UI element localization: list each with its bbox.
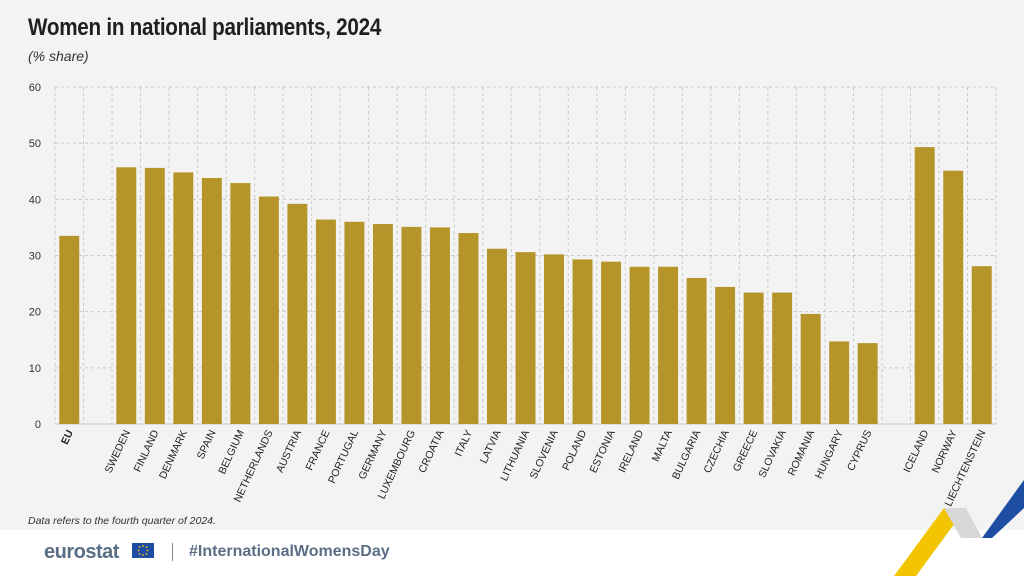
bar-netherlands [258,196,279,424]
x-tick-label: LATVIA [478,428,504,465]
x-tick-label: ESTONIA [587,428,617,475]
bar-ireland [629,266,650,424]
y-tick-label: 0 [35,419,41,431]
x-tick-label: DENMARK [157,428,190,481]
x-tick-label: SLOVENIA [528,428,561,481]
eu-flag-icon [132,543,154,558]
y-tick-label: 30 [29,251,41,263]
x-tick-label: FRANCE [303,428,332,472]
bar-romania [800,313,821,424]
x-tick-label: AUSTRIA [274,428,304,474]
bar-latvia [487,248,507,424]
bar-iceland [914,147,935,424]
bar-slovakia [772,292,793,424]
eurostat-logo: eurostat [44,541,119,563]
bar-eu [59,235,80,424]
bar-france [315,219,336,424]
bar-belgium [230,183,251,424]
bar-norway [943,170,964,424]
y-tick-label: 20 [29,307,41,319]
y-tick-label: 40 [29,194,41,206]
chart-title: Women in national parliaments, 2024 [28,14,382,41]
y-tick-label: 50 [29,138,41,150]
bar-bulgaria [686,277,707,424]
bar-czechia [715,286,736,424]
footer-bar: eurostat #InternationalWomensDay [0,530,1024,576]
y-tick-label: 60 [29,82,41,94]
bar-cyprus [857,343,878,424]
bar-finland [144,167,165,424]
x-tick-label: SLOVAKIA [756,428,789,479]
bar-lithuania [515,252,536,424]
x-tick-label: BULGARIA [670,428,703,481]
x-tick-label: ROMANIA [786,428,818,477]
x-tick-label: BELGIUM [216,428,247,476]
hashtag-label: #InternationalWomensDay [189,543,390,560]
bar-slovenia [544,254,564,424]
x-tick-label: EU [59,428,76,446]
x-tick-label: GERMANY [356,428,389,481]
bar-malta [658,266,679,424]
x-tick-label: MALTA [650,428,675,463]
bar-croatia [429,227,450,424]
bar-poland [572,259,593,424]
bar-austria [287,203,308,424]
x-tick-label: NORWAY [930,428,960,475]
bar-sweden [116,167,137,424]
x-tick-label: ICELAND [901,428,931,475]
x-tick-label: GREECE [731,428,761,473]
bar-germany [372,224,393,424]
x-tick-label: SWEDEN [103,428,133,475]
x-tick-label: CYPRUS [845,428,874,473]
x-tick-label: CROATIA [416,428,446,475]
bar-greece [743,292,764,424]
x-tick-label: IRELAND [616,428,646,475]
bar-italy [458,233,479,424]
bar-hungary [829,341,850,424]
y-tick-label: 10 [29,363,41,375]
x-tick-label: POLAND [560,428,589,473]
chart-subtitle: (% share) [28,48,89,64]
x-tick-label: ITALY [453,428,476,458]
x-tick-label: HUNGARY [813,428,846,480]
x-tick-label: SPAIN [195,428,219,461]
footer-separator [172,543,173,561]
footnote: Data refers to the fourth quarter of 202… [28,515,216,527]
bar-luxembourg [401,226,422,424]
bar-denmark [173,172,194,424]
x-tick-label: FINLAND [132,428,162,474]
bar-spain [201,177,222,424]
x-tick-label: CZECHIA [701,428,731,475]
bar-portugal [344,221,365,424]
decorative-chevron-icon [894,480,1024,576]
bar-liechtenstein [971,266,992,424]
bar-estonia [601,261,622,424]
